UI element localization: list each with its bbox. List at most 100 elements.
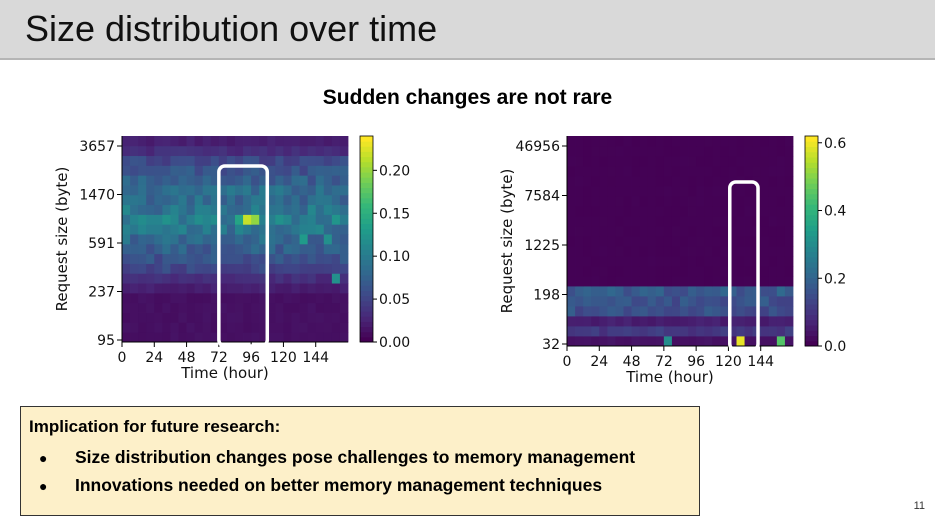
title-bar: Size distribution over time xyxy=(0,0,935,60)
heatmap-cell xyxy=(275,175,284,186)
heatmap-cell xyxy=(583,136,592,147)
heatmap-cell xyxy=(243,155,252,166)
heatmap-cell xyxy=(655,136,665,147)
heatmap-cell xyxy=(784,296,794,307)
heatmap-cell xyxy=(776,266,786,277)
heatmap-cell xyxy=(712,136,721,147)
heatmap-cell xyxy=(728,256,737,267)
heatmap-cell xyxy=(736,146,745,157)
heatmap-cell xyxy=(315,302,325,313)
heatmap-cell xyxy=(591,136,600,147)
heatmap-cell xyxy=(186,165,196,176)
heatmap-cell xyxy=(615,166,624,177)
heatmap-cell xyxy=(575,186,584,197)
heatmap-cell xyxy=(251,214,260,225)
heatmap-cell xyxy=(696,206,705,217)
heatmap-cell xyxy=(663,156,673,167)
heatmap-cell xyxy=(243,175,252,186)
heatmap-cell xyxy=(696,146,705,157)
heatmap-cell xyxy=(728,146,737,157)
heatmap-cell xyxy=(671,286,681,297)
heatmap-cell xyxy=(615,326,624,337)
heatmap-cell xyxy=(688,196,697,207)
heatmap-cell xyxy=(299,185,309,196)
heatmap-cell xyxy=(178,243,187,255)
y-axis-label: Request size (byte) xyxy=(498,169,516,314)
heatmap-cell xyxy=(251,322,260,333)
heatmap-cell xyxy=(704,186,713,197)
heatmap-cell xyxy=(235,263,244,274)
heatmap-cell xyxy=(138,155,147,166)
heatmap-cell xyxy=(583,286,592,297)
heatmap-cell xyxy=(591,276,600,287)
heatmap-cell xyxy=(776,196,786,207)
heatmap-cell xyxy=(623,326,632,337)
heatmap-cell xyxy=(202,224,212,235)
heatmap-cell xyxy=(631,336,641,347)
heatmap-cell xyxy=(688,336,697,347)
heatmap-cell xyxy=(784,146,794,157)
heatmap-cell xyxy=(663,306,673,317)
heatmap-cell xyxy=(583,276,592,287)
heatmap-cell xyxy=(267,332,276,343)
heatmap-cell xyxy=(736,266,745,277)
heatmap-cell xyxy=(331,145,341,157)
heatmap-cell xyxy=(218,322,228,333)
heatmap-cell xyxy=(202,175,212,186)
colorbar-segment xyxy=(360,187,373,194)
heatmap-cell xyxy=(696,246,705,257)
heatmap-cell xyxy=(671,206,681,217)
heatmap-cell xyxy=(599,256,608,267)
heatmap-cell xyxy=(583,166,592,177)
heatmap-cell xyxy=(712,256,721,267)
heatmap-cell xyxy=(575,336,584,347)
heatmap-cell xyxy=(291,322,300,333)
heatmap-cell xyxy=(299,234,309,245)
heatmap-cell xyxy=(162,322,171,333)
colorbar-segment xyxy=(360,316,373,322)
heatmap-cell xyxy=(631,266,641,277)
x-tick-label: 120 xyxy=(270,350,297,366)
heatmap-cell xyxy=(688,316,697,327)
heatmap-cell xyxy=(720,196,729,207)
heatmap-cell xyxy=(776,256,786,267)
heatmap-cell xyxy=(323,155,333,166)
heatmap-cell xyxy=(331,175,341,186)
heatmap-cell xyxy=(307,136,317,147)
heatmap-cell xyxy=(283,165,292,176)
heatmap-cell xyxy=(154,194,163,206)
heatmap-cell xyxy=(728,336,737,347)
heatmap-cell xyxy=(307,322,317,333)
heatmap-cell xyxy=(720,156,729,167)
heatmap-cell xyxy=(615,216,624,227)
heatmap-cell xyxy=(744,146,754,157)
heatmap-cell xyxy=(226,322,236,333)
heatmap-cell xyxy=(154,302,163,313)
heatmap-cell xyxy=(138,214,147,225)
colorbar-segment xyxy=(360,290,373,297)
heatmap-cell xyxy=(339,155,349,166)
heatmap-cell xyxy=(591,326,600,337)
heatmap-cell xyxy=(671,166,681,177)
heatmap-cell xyxy=(623,156,632,167)
heatmap-cell xyxy=(202,243,212,255)
heatmap-cell xyxy=(202,145,212,157)
heatmap-cell xyxy=(696,226,705,237)
callout-bullet: ● Size distribution changes pose challen… xyxy=(39,447,635,468)
heatmap-cell xyxy=(299,194,309,206)
heatmap-cell xyxy=(243,283,252,294)
heatmap-cell xyxy=(688,216,697,227)
heatmap-cell xyxy=(671,216,681,227)
heatmap-cell xyxy=(210,302,220,313)
x-tick-label: 120 xyxy=(715,354,742,370)
heatmap-right: 0 24 48 72 96 120 144 32 198 1225 7584 46956 Time (h… xyxy=(498,135,846,386)
heatmap-cell xyxy=(178,273,187,284)
heatmap-cell xyxy=(178,175,187,186)
heatmap-cell xyxy=(202,185,212,196)
heatmap-cell xyxy=(599,176,608,187)
heatmap-cell xyxy=(567,316,576,327)
colorbar-segment xyxy=(805,199,818,205)
heatmap-cell xyxy=(146,273,155,284)
heatmap-cell xyxy=(122,292,131,304)
colorbar-segment xyxy=(360,239,373,245)
